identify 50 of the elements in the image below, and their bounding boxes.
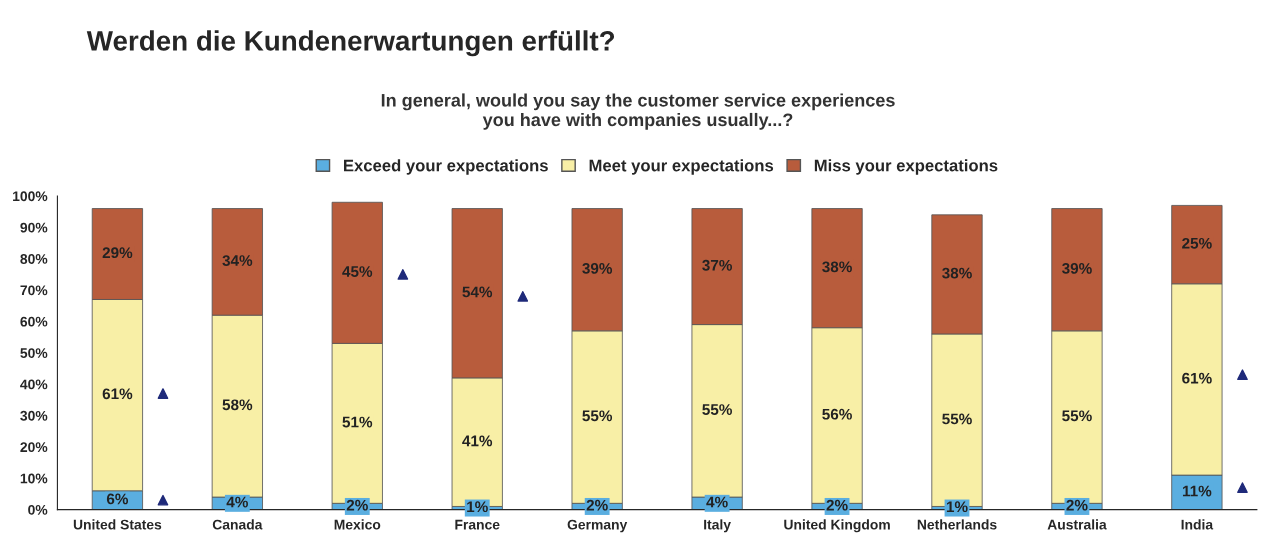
data-label: 51% [342, 416, 373, 428]
data-label: 4% [226, 496, 248, 508]
x-tick-label: United States [73, 519, 162, 530]
chart-subtitle: In general, would you say the customer service experiences you have with companies usually...? [381, 93, 895, 130]
data-label: 45% [342, 266, 373, 277]
x-tick-label: Canada [212, 519, 263, 530]
x-tick-label: Mexico [334, 519, 381, 530]
data-label: 38% [822, 261, 852, 273]
y-tick-label: 60% [20, 316, 48, 327]
data-label: 4% [706, 496, 728, 508]
data-label: 58% [222, 399, 253, 411]
x-tick-label: Italy [704, 519, 731, 533]
legend-label: Meet your expectations [589, 159, 774, 175]
x-tick-label: France [455, 519, 500, 530]
data-label: 55% [582, 410, 613, 422]
data-label: 25% [1182, 237, 1212, 249]
x-tick-label: Australia [1047, 519, 1107, 530]
y-tick-label: 80% [20, 254, 48, 264]
data-label: 39% [1062, 262, 1092, 274]
x-tick-label: India [1181, 519, 1214, 530]
y-tick-label: 10% [20, 473, 48, 484]
data-label: 37% [702, 259, 732, 271]
x-tick-label: United Kingdom [784, 519, 890, 533]
data-label: 55% [942, 413, 972, 425]
y-tick-label: 0% [28, 504, 48, 515]
data-label: 56% [822, 408, 852, 420]
y-tick-label: 20% [20, 442, 48, 453]
data-label: 6% [106, 493, 129, 505]
data-label: 55% [1062, 410, 1092, 422]
x-tick-label: Germany [567, 519, 628, 533]
data-label: 55% [702, 404, 732, 415]
data-label: 61% [102, 388, 133, 400]
data-label: 29% [102, 247, 133, 259]
y-tick-label: 40% [20, 379, 48, 390]
data-label: 11% [1182, 485, 1212, 497]
y-tick-label: 100% [13, 191, 48, 202]
data-label: 41% [462, 435, 493, 447]
data-label: 34% [222, 255, 253, 266]
data-label: 39% [582, 262, 613, 274]
y-tick-label: 50% [20, 348, 48, 358]
legend-label: Exceed your expectations [344, 159, 548, 175]
chart-title: Werden die Kundenerwartungen erfüllt? [86, 30, 615, 57]
y-tick-label: 90% [20, 222, 48, 233]
x-tick-label: Netherlands [917, 519, 997, 530]
legend-label: Miss your expectations [814, 159, 998, 175]
data-label: 38% [942, 267, 972, 279]
y-tick-label: 30% [20, 410, 48, 421]
y-tick-label: 70% [20, 285, 48, 296]
data-label: 61% [1182, 372, 1212, 384]
data-label: 54% [462, 286, 493, 298]
